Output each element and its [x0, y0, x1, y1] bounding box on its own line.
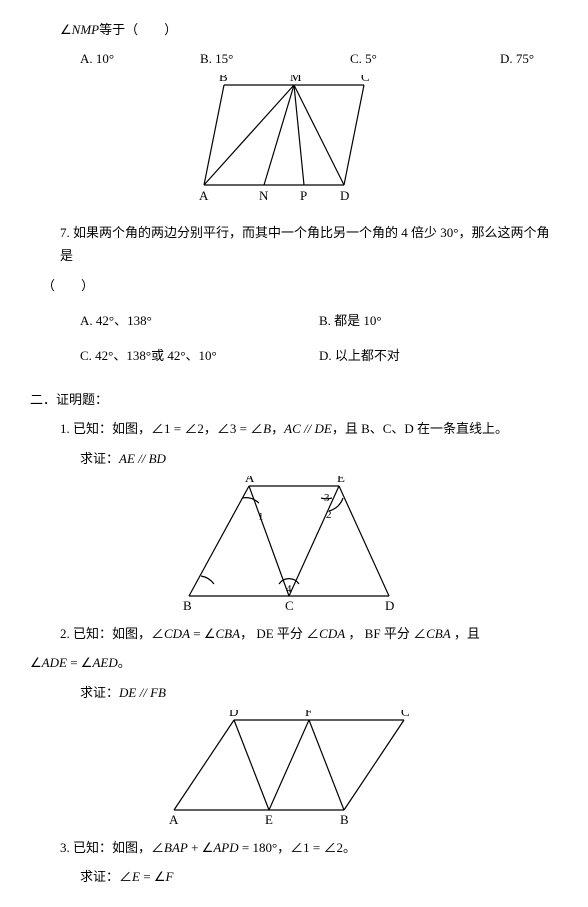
lbl-2: 2 — [326, 509, 332, 521]
t: + ∠ — [188, 840, 214, 855]
p2-figure: D F C A E B — [30, 710, 558, 830]
txt: 等于（ ） — [99, 22, 177, 37]
var: NMP — [72, 22, 99, 37]
q7-stem: 7. 如果两个角的两边分别平行，而其中一个角比另一个角的 4 倍少 30°，那么… — [30, 221, 558, 268]
t: 。 — [118, 655, 131, 670]
q6-stem: ∠NMP等于（ ） — [30, 18, 558, 41]
v: CBA — [426, 626, 451, 641]
t: 已知：如图，∠ — [73, 626, 164, 641]
opt-c: C. 5° — [350, 47, 500, 70]
lbl-B: B — [183, 598, 192, 613]
lbl-3: 3 — [324, 492, 330, 504]
lbl-C: C — [285, 598, 294, 613]
lbl-B: B — [219, 75, 228, 84]
t: ， BF 平分 ∠ — [345, 626, 426, 641]
lbl-D: D — [229, 710, 238, 719]
p3-prove: 求证：∠E = ∠F — [30, 865, 558, 888]
lbl-C: C — [401, 710, 410, 719]
lbl: 求证： — [80, 869, 119, 884]
t: = ∠ — [140, 869, 166, 884]
t: ， DE 平分 ∠ — [240, 626, 319, 641]
t: = 180°，∠1 = ∠2。 — [239, 840, 356, 855]
txt: 如果两个角的两边分别平行，而其中一个角比另一个角的 4 倍少 30°，那么这两个… — [60, 225, 549, 263]
var: B — [263, 421, 271, 436]
opt-b: B. 都是 10° — [319, 303, 558, 338]
section2-title: 二．证明题： — [30, 388, 558, 411]
lbl-E: E — [337, 476, 345, 485]
opt-b: B. 15° — [200, 47, 350, 70]
lbl-D: D — [340, 188, 349, 203]
t: ∠ — [119, 869, 132, 884]
txt: ，且 B、C、D 在一条直线上。 — [332, 421, 508, 436]
opt-d: D. 以上都不对 — [319, 338, 558, 373]
lbl-F: F — [305, 710, 312, 719]
v: E — [132, 869, 140, 884]
var: AC // DE — [284, 421, 332, 436]
v: AED — [92, 655, 117, 670]
expr: AE // BD — [119, 451, 166, 466]
lbl-N: N — [259, 188, 269, 203]
t: ，且 — [451, 626, 480, 641]
q7-options: A. 42°、138° B. 都是 10° C. 42°、138°或 42°、1… — [30, 303, 558, 374]
lbl-A: A — [169, 812, 179, 827]
lbl: 求证： — [80, 685, 119, 700]
expr: DE // FB — [119, 685, 166, 700]
lbl-M: M — [290, 75, 302, 84]
v: BAP — [164, 840, 188, 855]
q6-options: A. 10° B. 15° C. 5° D. 75° — [30, 47, 558, 70]
opt-d: D. 75° — [500, 47, 534, 70]
v: CDA — [164, 626, 190, 641]
t: 已知：如图，∠ — [73, 840, 164, 855]
opt-c: C. 42°、138°或 42°、10° — [80, 338, 319, 373]
p2-prove: 求证：DE // FB — [30, 681, 558, 704]
t: = ∠ — [190, 626, 216, 641]
v: APD — [213, 840, 238, 855]
num: 2. — [60, 626, 70, 641]
num: 1. — [60, 421, 70, 436]
v: F — [165, 869, 173, 884]
lbl: 求证： — [80, 451, 119, 466]
q7-paren: （ ） — [30, 274, 558, 297]
p3-known: 3. 已知：如图，∠BAP + ∠APD = 180°，∠1 = ∠2。 — [30, 836, 558, 859]
txt: 已知：如图，∠1 = ∠2，∠3 = ∠ — [73, 421, 263, 436]
p1-figure: A E B C D 1 2 3 4 — [30, 476, 558, 616]
num: 7. — [60, 225, 70, 240]
num: 3. — [60, 840, 70, 855]
lbl-A: A — [199, 188, 209, 203]
lbl-C: C — [361, 75, 370, 84]
txt: ， — [271, 421, 284, 436]
txt: ∠ — [60, 22, 72, 37]
p2-known: 2. 已知：如图，∠CDA = ∠CBA， DE 平分 ∠CDA ， BF 平分… — [30, 622, 558, 645]
lbl-P: P — [300, 188, 307, 203]
opt-a: A. 42°、138° — [80, 303, 319, 338]
t: = ∠ — [67, 655, 93, 670]
lbl-A: A — [245, 476, 255, 485]
lbl-B: B — [340, 812, 349, 827]
lbl-4: 4 — [286, 583, 292, 595]
opt-a: A. 10° — [80, 47, 200, 70]
v: CDA — [319, 626, 345, 641]
v: ADE — [42, 655, 67, 670]
p1-known: 1. 已知：如图，∠1 = ∠2，∠3 = ∠B，AC // DE，且 B、C、… — [30, 417, 558, 440]
t: ∠ — [30, 655, 42, 670]
lbl-1: 1 — [258, 511, 264, 523]
lbl-D: D — [385, 598, 394, 613]
p1-prove: 求证：AE // BD — [30, 447, 558, 470]
p2-known-line2: ∠ADE = ∠AED。 — [30, 651, 558, 674]
q6-figure: B M C A N P D — [30, 75, 558, 215]
lbl-E: E — [265, 812, 273, 827]
v: CBA — [216, 626, 241, 641]
